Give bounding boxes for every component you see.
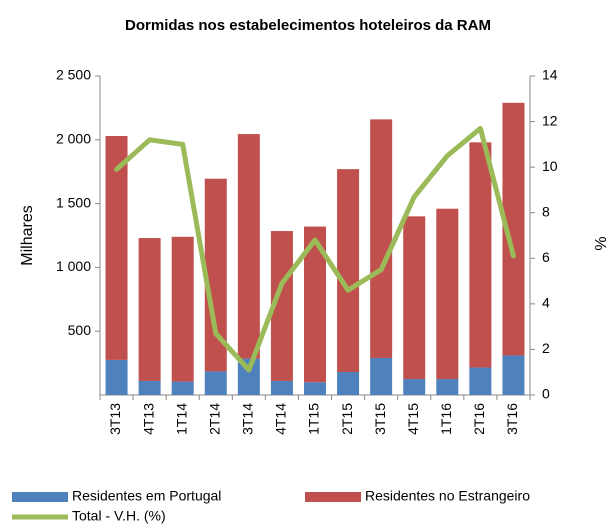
bar [370,357,393,395]
y-tick-label: 1 000 [56,258,91,274]
bar [469,142,492,368]
y-tick-label: 500 [68,322,92,338]
x-tick-label: 4T15 [405,403,421,435]
x-tick-label: 3T14 [240,403,256,435]
bar [304,226,326,383]
bar [502,102,525,356]
y-axis-label: Milhares [19,205,36,265]
x-tick-label: 3T15 [372,403,388,435]
legend-label: Total - V.H. (%) [72,508,166,524]
bar [138,380,161,395]
bar [304,382,326,395]
bar [171,236,194,382]
bar [138,238,161,381]
bar [436,379,459,395]
y2-tick-label: 12 [542,112,558,128]
x-tick-label: 2T14 [206,403,222,435]
x-tick-label: 2T16 [471,403,487,435]
x-tick-label: 1T14 [173,403,189,435]
bar [237,134,260,359]
legend-label: Residentes no Estrangeiro [365,488,530,504]
bar [502,355,525,395]
y2-tick-label: 0 [542,386,550,402]
y2-tick-label: 6 [542,249,550,265]
bar [105,135,128,360]
bar [337,372,360,395]
y-tick-label: 2 000 [56,131,91,147]
x-tick-label: 2T15 [339,403,355,435]
legend-swatch [12,492,68,502]
bar [171,381,194,395]
line [114,125,516,373]
x-tick-label: 1T16 [438,403,454,435]
bar [370,119,393,358]
bar [204,371,227,395]
bar [270,380,293,395]
x-tick-label: 3T16 [504,403,520,435]
chart-title: Dormidas nos estabelecimentos hoteleiros… [125,17,491,34]
x-tick-label: 4T14 [273,403,289,435]
bar [403,216,426,380]
bar [403,379,426,395]
bar [105,359,128,395]
y-tick-label: 2 500 [56,67,91,83]
bar [237,358,260,395]
y2-tick-label: 4 [542,295,550,311]
bar [270,231,293,381]
y2-tick-label: 8 [542,203,550,219]
y2-tick-label: 2 [542,340,550,356]
y2-tick-label: 10 [542,158,558,174]
legend-label: Residentes em Portugal [72,488,221,504]
y-tick-label: 1 500 [56,194,91,210]
bar [469,367,492,395]
x-tick-label: 3T13 [107,403,123,435]
bar [436,208,459,380]
bar [204,178,227,372]
bar [337,169,360,373]
x-tick-label: 4T13 [140,403,156,435]
legend-swatch [305,492,361,502]
y2-tick-label: 14 [542,67,558,83]
x-tick-label: 1T15 [306,403,322,435]
y2-axis-label: % [593,236,610,250]
